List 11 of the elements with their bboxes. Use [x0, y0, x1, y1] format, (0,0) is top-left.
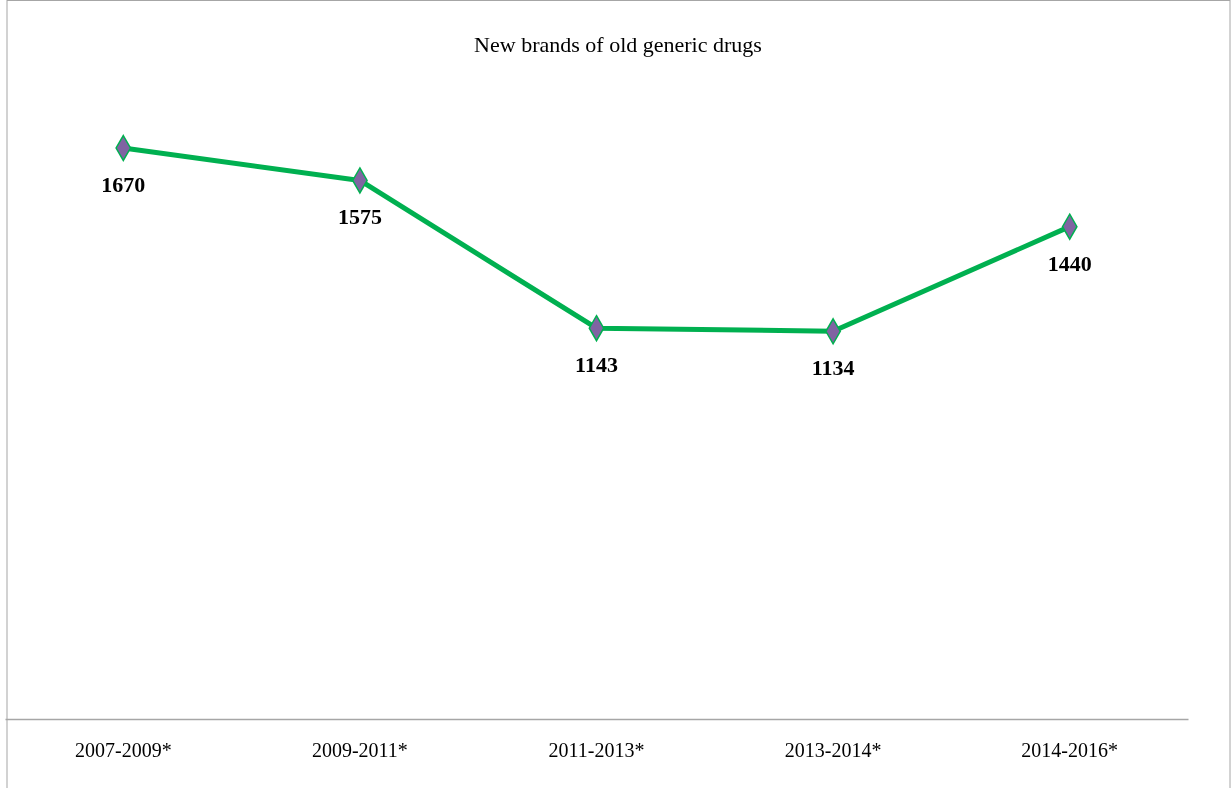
data-label: 1440 [1047, 250, 1092, 276]
x-tick-label: 2011-2013* [548, 739, 645, 762]
data-label: 1143 [575, 352, 618, 378]
chart-title: New brands of old generic drugs [474, 32, 762, 57]
data-label: 1134 [811, 355, 855, 381]
x-tick-label: 2009-2011* [311, 739, 408, 762]
x-tick-label: 2007-2009* [74, 739, 172, 762]
x-tick-label: 2014-2016* [1021, 739, 1119, 762]
x-tick-label: 2013-2014* [784, 739, 882, 762]
data-label: 1670 [101, 172, 146, 197]
data-label: 1575 [337, 204, 382, 230]
